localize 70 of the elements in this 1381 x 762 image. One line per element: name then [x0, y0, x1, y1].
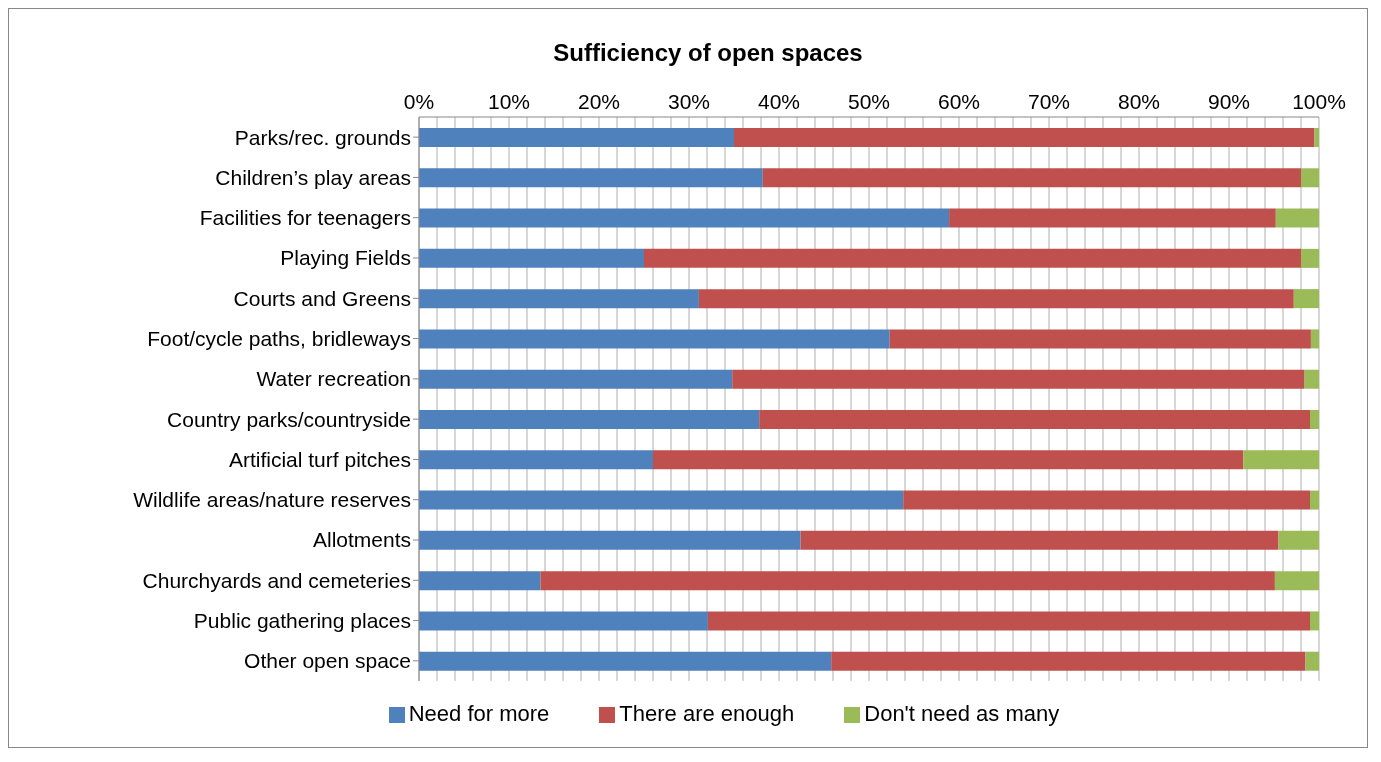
x-tick-label: 70% — [1027, 90, 1071, 113]
y-tick-label: Foot/cycle paths, bridleways — [147, 327, 411, 351]
bar — [419, 410, 760, 429]
y-tick-label: Courts and Greens — [233, 286, 411, 310]
bar — [762, 168, 1301, 188]
bar — [1305, 651, 1319, 671]
bar — [419, 248, 644, 268]
x-tick-label: 60% — [937, 90, 981, 113]
bar — [1304, 369, 1319, 389]
legend-label: Don't need as many — [864, 701, 1060, 726]
bar — [419, 530, 801, 550]
bar — [419, 450, 653, 470]
x-tick-label: 90% — [1207, 90, 1251, 113]
bar — [419, 168, 763, 188]
y-tick-label: Public gathering places — [193, 609, 411, 633]
bar — [419, 369, 733, 389]
bar — [949, 208, 1276, 228]
bar — [419, 490, 904, 510]
x-tick-label: 0% — [403, 90, 435, 113]
bar — [1243, 450, 1319, 470]
x-tick-label: 80% — [1117, 90, 1161, 113]
bar — [1310, 410, 1319, 429]
legend-label: There are enough — [619, 701, 795, 726]
x-tick-label: 40% — [757, 90, 801, 113]
bar — [1293, 289, 1319, 309]
y-tick-label: Children’s play areas — [215, 165, 411, 189]
bar — [1310, 490, 1319, 510]
y-tick-label: Other open space — [244, 649, 411, 673]
y-tick-label: Parks/rec. grounds — [234, 125, 411, 149]
bar — [419, 611, 708, 631]
bar — [419, 651, 832, 671]
bar — [1310, 329, 1319, 349]
bar — [1301, 248, 1319, 268]
bar — [889, 329, 1311, 349]
bar — [644, 248, 1301, 268]
bar — [707, 611, 1310, 631]
bar — [1278, 530, 1319, 550]
legend-label: Need for more — [408, 701, 550, 726]
bar — [831, 651, 1306, 671]
y-tick-label: Playing Fields — [280, 246, 411, 270]
y-tick-label: Country parks/countryside — [167, 407, 411, 431]
bar — [1301, 168, 1319, 188]
bar — [419, 571, 541, 591]
bar — [540, 571, 1275, 591]
y-tick-label: Allotments — [312, 528, 411, 552]
bar — [1310, 611, 1319, 631]
bar — [419, 208, 950, 228]
chart-title: Sufficiency of open spaces — [552, 39, 864, 67]
bar — [1274, 571, 1319, 591]
bar — [419, 289, 699, 309]
y-tick-label: Artificial turf pitches — [228, 447, 411, 471]
bar — [734, 128, 1315, 147]
y-tick-label: Water recreation — [256, 367, 411, 391]
x-tick-label: 100% — [1292, 90, 1346, 113]
y-tick-label: Facilities for teenagers — [199, 206, 411, 230]
x-tick-label: 10% — [487, 90, 531, 113]
bar — [419, 329, 890, 349]
bar — [759, 410, 1310, 429]
y-tick-label: Wildlife areas/nature reserves — [133, 488, 411, 512]
x-tick-label: 20% — [577, 90, 621, 113]
y-tick-label: Churchyards and cemeteries — [142, 568, 411, 592]
bar — [1275, 208, 1319, 228]
bar — [698, 289, 1294, 309]
bar — [653, 450, 1244, 470]
bar — [419, 128, 734, 147]
bar — [903, 490, 1310, 510]
x-tick-label: 30% — [667, 90, 711, 113]
bar — [732, 369, 1305, 389]
x-tick-label: 50% — [847, 90, 891, 113]
bar — [800, 530, 1279, 550]
